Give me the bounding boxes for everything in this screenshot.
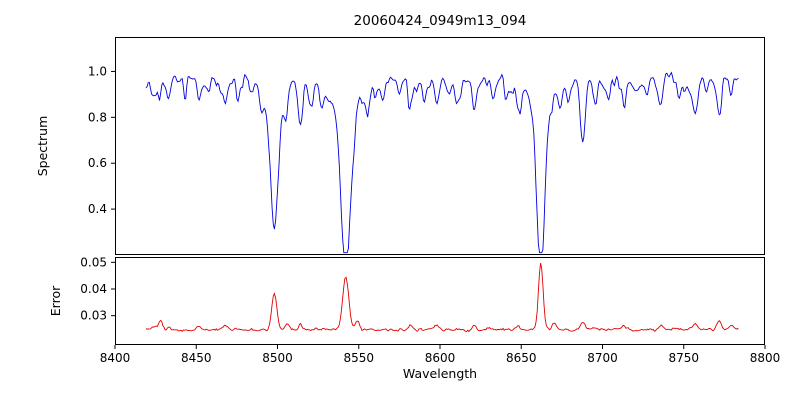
spectrum-axes-box	[115, 37, 765, 255]
x-tick-label: 8400	[100, 351, 131, 365]
spectrum-line-series	[145, 71, 739, 254]
x-axis-label: Wavelength	[403, 366, 477, 381]
spectrum-y-tick-label: 0.8	[88, 110, 107, 124]
spectrum-y-tick-label: 0.6	[88, 156, 107, 170]
x-tick-label: 8800	[750, 351, 781, 365]
x-tick-label: 8500	[262, 351, 293, 365]
x-tick-label: 8700	[587, 351, 618, 365]
error-y-tick-label: 0.03	[80, 309, 107, 323]
spectrum-y-tick-label: 0.4	[88, 202, 107, 216]
x-tick-label: 8750	[668, 351, 699, 365]
x-tick-label: 8550	[343, 351, 374, 365]
spectrum-panel: 0.4 0.6 0.8 1.0 Spectrum	[35, 37, 765, 255]
x-tick-label: 8450	[181, 351, 212, 365]
error-y-axis-label: Error	[48, 285, 63, 316]
error-line-series	[145, 263, 739, 333]
chart-title: 20060424_0949m13_094	[354, 13, 527, 29]
x-tick-label: 8650	[506, 351, 537, 365]
spectrum-y-axis-label: Spectrum	[35, 116, 50, 177]
error-panel: 0.03 0.04 0.05 8400 8450 8500 8550 8600 8650 870…	[48, 255, 780, 381]
spectrum-y-axis: 0.4 0.6 0.8 1.0	[88, 64, 115, 216]
x-tick-label: 8600	[425, 351, 456, 365]
error-y-axis: 0.03 0.04 0.05	[80, 255, 115, 323]
error-y-tick-label: 0.05	[80, 255, 107, 269]
spectrum-y-tick-label: 1.0	[88, 64, 107, 78]
error-y-tick-label: 0.04	[80, 282, 107, 296]
x-axis: 8400 8450 8500 8550 8600 8650 8700 8750 8800	[100, 345, 781, 365]
error-axes-box	[115, 257, 765, 345]
